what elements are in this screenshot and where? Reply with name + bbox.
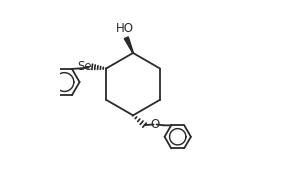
- Polygon shape: [126, 38, 133, 53]
- Text: HO: HO: [115, 22, 134, 35]
- Text: O: O: [151, 118, 160, 131]
- Polygon shape: [124, 37, 133, 53]
- Text: Se: Se: [77, 60, 92, 73]
